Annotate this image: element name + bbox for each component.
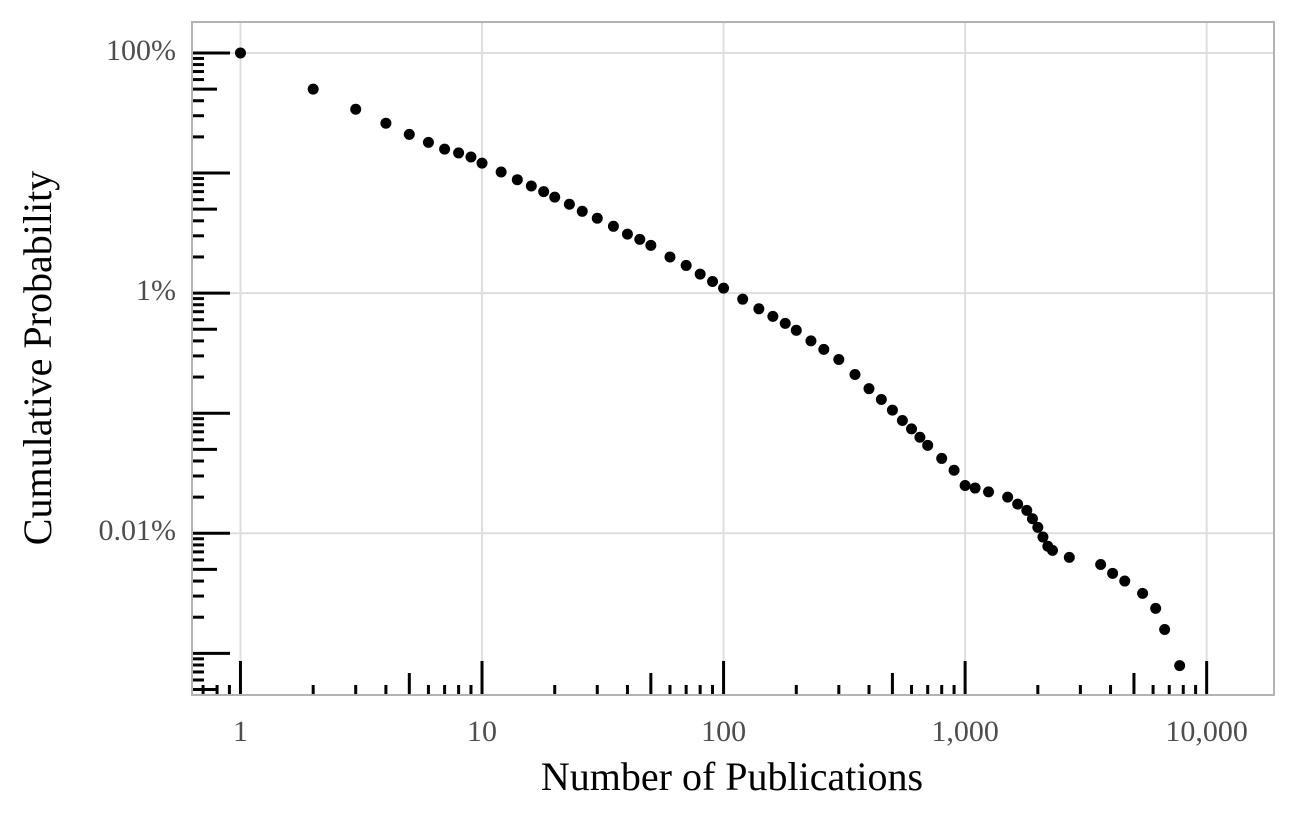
- point: [607, 220, 619, 232]
- point: [525, 180, 537, 192]
- point: [849, 368, 861, 380]
- point: [790, 324, 802, 336]
- point: [694, 268, 706, 280]
- x-tick-label: 10: [467, 715, 497, 748]
- point: [465, 151, 477, 163]
- point: [1021, 504, 1033, 516]
- points: [234, 47, 1186, 672]
- plot-border: [191, 21, 1275, 696]
- point: [886, 404, 898, 416]
- point: [753, 303, 765, 315]
- point: [1037, 531, 1049, 543]
- point: [1150, 602, 1162, 614]
- point: [779, 317, 791, 329]
- grid: [192, 22, 1274, 695]
- point: [948, 464, 960, 476]
- point: [591, 212, 603, 224]
- point: [664, 251, 676, 263]
- point: [1026, 513, 1038, 525]
- log-ticks: [192, 51, 1209, 695]
- point: [380, 117, 392, 129]
- point: [875, 394, 887, 406]
- point: [718, 282, 730, 294]
- point: [645, 239, 657, 251]
- point: [805, 335, 817, 347]
- x-tick-label: 10,000: [1165, 715, 1248, 748]
- point: [476, 157, 488, 169]
- point: [936, 452, 948, 464]
- y-tick-label: 0.01%: [99, 514, 177, 547]
- point: [833, 353, 845, 365]
- point: [621, 228, 633, 240]
- point: [1002, 491, 1014, 503]
- point: [634, 233, 646, 245]
- point: [576, 205, 588, 217]
- point: [350, 103, 362, 115]
- y-tick-label: 1%: [136, 274, 176, 307]
- point: [403, 128, 415, 140]
- point: [959, 479, 971, 491]
- point: [1159, 624, 1171, 636]
- point: [1095, 558, 1107, 570]
- point: [969, 482, 981, 494]
- y-tick-label: 100%: [106, 34, 176, 67]
- point: [767, 310, 779, 322]
- point: [1107, 567, 1119, 579]
- point: [863, 383, 875, 395]
- point: [707, 275, 719, 287]
- plot-area: [192, 22, 1274, 695]
- point: [1119, 575, 1131, 587]
- x-tick-label: 100: [701, 715, 746, 748]
- point: [549, 191, 561, 203]
- point: [983, 486, 995, 498]
- point: [914, 431, 926, 443]
- point: [818, 343, 830, 355]
- point: [422, 136, 434, 148]
- point: [737, 293, 749, 305]
- point: [453, 147, 465, 159]
- point: [495, 166, 507, 178]
- point: [1174, 660, 1186, 672]
- point: [922, 439, 934, 451]
- point: [1063, 551, 1075, 563]
- point: [439, 143, 451, 155]
- point: [680, 259, 692, 271]
- point: [511, 174, 523, 186]
- point: [906, 423, 918, 435]
- point: [1032, 521, 1044, 533]
- point: [538, 186, 550, 198]
- point: [896, 414, 908, 426]
- point: [1046, 544, 1058, 556]
- point: [307, 83, 319, 95]
- x-tick-label: 1,000: [931, 715, 999, 748]
- x-axis-title: Number of Publications: [541, 754, 923, 799]
- point: [234, 47, 246, 59]
- point: [563, 198, 575, 210]
- x-tick-label: 1: [233, 715, 248, 748]
- point: [1012, 498, 1024, 510]
- y-axis-title: Cumulative Probability: [15, 171, 60, 545]
- point: [1137, 587, 1149, 599]
